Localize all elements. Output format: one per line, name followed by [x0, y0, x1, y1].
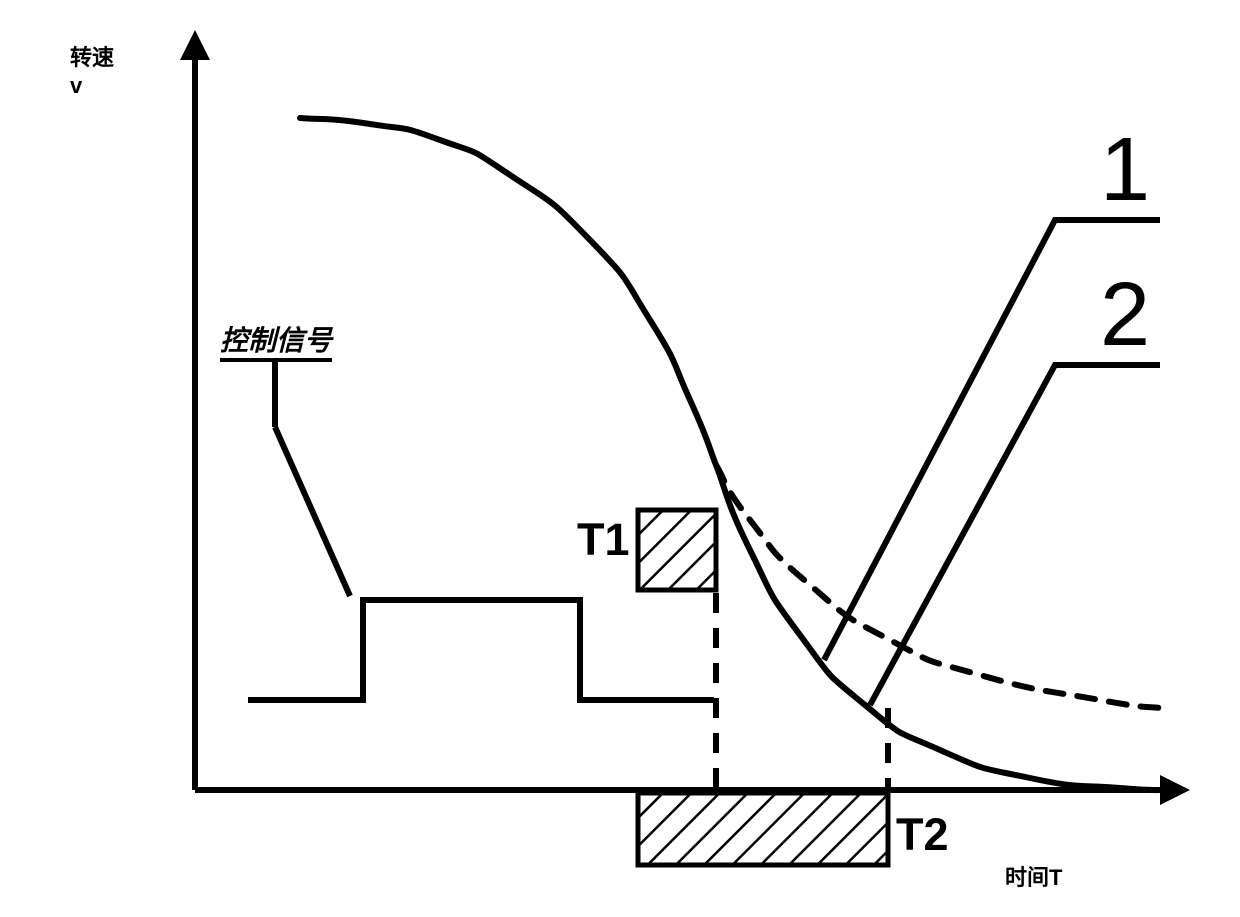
chart-container: T1T2转速v时间T控制信号12 [20, 20, 1240, 897]
t1-label: T1 [577, 514, 630, 565]
t2-box [638, 793, 888, 865]
t1-box [638, 510, 716, 590]
chart-svg: T1T2转速v时间T控制信号12 [20, 20, 1240, 897]
control-signal-label: 控制信号 [220, 325, 334, 356]
curve-label-2: 2 [1100, 265, 1150, 365]
x-axis-label: 时间T [1005, 865, 1063, 890]
t2-label: T2 [896, 809, 949, 860]
curve-label-1: 1 [1100, 120, 1150, 220]
